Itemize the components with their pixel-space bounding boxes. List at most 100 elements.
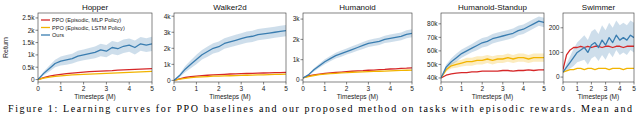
figure: 0 1 2 3 4 5 0 0.5k 1k 1.5k 2k 2.5k Hopper Timesteps (… [0,0,640,115]
x-tick-label: 4 [127,85,131,92]
panel: 01234501k2k3kHumanoidTimesteps (M) [293,3,415,101]
error-band [174,25,286,80]
series-line [174,74,286,80]
y-tick [172,80,175,81]
x-label: Timesteps (M) [209,93,250,101]
y-tick-label: 100 [549,49,560,56]
panel: 0 1 2 3 4 5 0 0.5k 1k 1.5k 2k 2.5k Hopper Timesteps (… [2,3,154,101]
panel: 0123450100200SwimmerTimesteps (M) [549,3,637,101]
y-tick [439,37,442,38]
marks [38,37,152,80]
panel: 01234501k2k3k4kWalker2dTimesteps (M) [164,3,289,101]
title: Hopper [82,3,109,12]
x-tick-label: 5 [150,85,154,92]
y-tick-label: 2k [293,36,301,43]
x-tick-label: 0 [172,85,176,92]
y-tick [172,64,175,65]
error-band [303,29,412,78]
error-band [441,16,544,78]
y-tick [36,67,39,68]
x-tick-label: 0 [561,85,565,92]
series-line [441,58,544,78]
x-tick-label: 3 [501,85,505,92]
x-tick-label: 4 [262,85,266,92]
y-tick-label: 2k [28,27,36,34]
series-line [303,70,412,78]
x-tick-label: 2 [590,85,594,92]
y-tick-label: 0 [296,76,300,83]
x-tick-label: 5 [542,85,546,92]
frame [303,13,412,82]
x-tick-label: 5 [284,85,288,92]
x-tick-label: 4 [522,85,526,92]
y-tick-label: 70k [427,34,438,41]
frame [38,13,152,82]
y-label: Return [2,37,9,58]
y-tick-label: 0 [556,73,560,80]
y-tick [301,79,304,80]
x-tick-label: 0 [301,85,305,92]
y-tick-label: 1k [164,61,172,68]
legend-swatch [41,34,50,35]
y-tick-label: 1.5k [22,39,35,46]
x-tick-label: 1 [460,85,464,92]
y-tick [301,19,304,20]
marks [563,20,634,72]
y-tick [561,27,564,28]
y-tick [439,77,442,78]
y-tick-label: 2k [164,45,172,52]
y-tick-label: 200 [549,24,560,31]
series-line [441,70,544,78]
y-tick-label: 40k [427,74,438,81]
x-tick-label: 1 [575,85,579,92]
series-line [303,68,412,78]
panel: 01234540k50k60k70k80kHumanoid-StandupTim… [427,3,546,101]
series-line [563,35,634,72]
y-tick [172,16,175,17]
y-tick [561,77,564,78]
y-tick-label: 0.5k [22,64,35,71]
x-tick-label: 2 [82,85,86,92]
caption: Figure 1: Learning curves for PPO baseli… [8,103,632,114]
x-tick-label: 3 [105,85,109,92]
y-tick-label: 80k [427,20,438,27]
x-tick-label: 1 [195,85,199,92]
y-tick [301,39,304,40]
x-tick-label: 1 [59,85,63,92]
y-tick [172,48,175,49]
y-tick-label: 0 [167,77,171,84]
x-tick-label: 0 [439,85,443,92]
x-label: Timesteps (M) [578,93,619,101]
x-tick-label: 4 [618,85,622,92]
x-tick-label: 2 [480,85,484,92]
y-tick-label: 2.5k [22,14,35,21]
x-tick-label: 1 [323,85,327,92]
series-line [174,31,286,81]
title: Walker2d [213,3,247,12]
y-tick [439,64,442,65]
series-line [38,44,152,80]
frame [174,13,286,82]
error-band [563,20,634,72]
y-tick [36,42,39,43]
y-tick-label: 1k [28,51,36,58]
x-tick-label: 3 [239,85,243,92]
y-tick-label: 3k [293,15,301,22]
series-line [563,68,634,72]
y-tick-label: 0 [31,76,35,83]
frame [441,13,544,82]
marks [303,29,412,78]
x-label: Timesteps (M) [74,93,115,101]
x-tick-label: 2 [345,85,349,92]
legend-label: PPO (Episodic, LSTM Policy) [52,25,125,31]
y-tick-label: 1k [293,56,301,63]
y-tick [561,52,564,53]
series-line [38,69,152,80]
title: Humanoid [339,3,375,12]
series-line [441,21,544,78]
x-label: Timesteps (M) [472,93,513,101]
y-tick-label: 3k [164,29,172,36]
y-tick [36,30,39,31]
y-tick [301,59,304,60]
x-tick-label: 0 [36,85,40,92]
